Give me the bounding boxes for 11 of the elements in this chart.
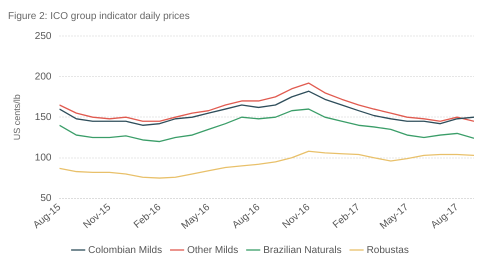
y-axis-title: US cents/lb [12,94,22,140]
y-tick-label: 50 [40,193,52,204]
chart-title: Figure 2: ICO group indicator daily prices [8,10,190,22]
legend-label: Brazilian Naturals [263,244,342,256]
legend-label: Colombian Milds [88,244,162,256]
legend-label: Robustas [366,244,409,256]
legend-label: Other Milds [187,244,238,256]
y-tick-label: 150 [34,112,52,123]
y-tick-label: 100 [34,152,52,164]
y-tick-label: 200 [34,71,52,82]
y-tick-label: 250 [34,30,52,42]
